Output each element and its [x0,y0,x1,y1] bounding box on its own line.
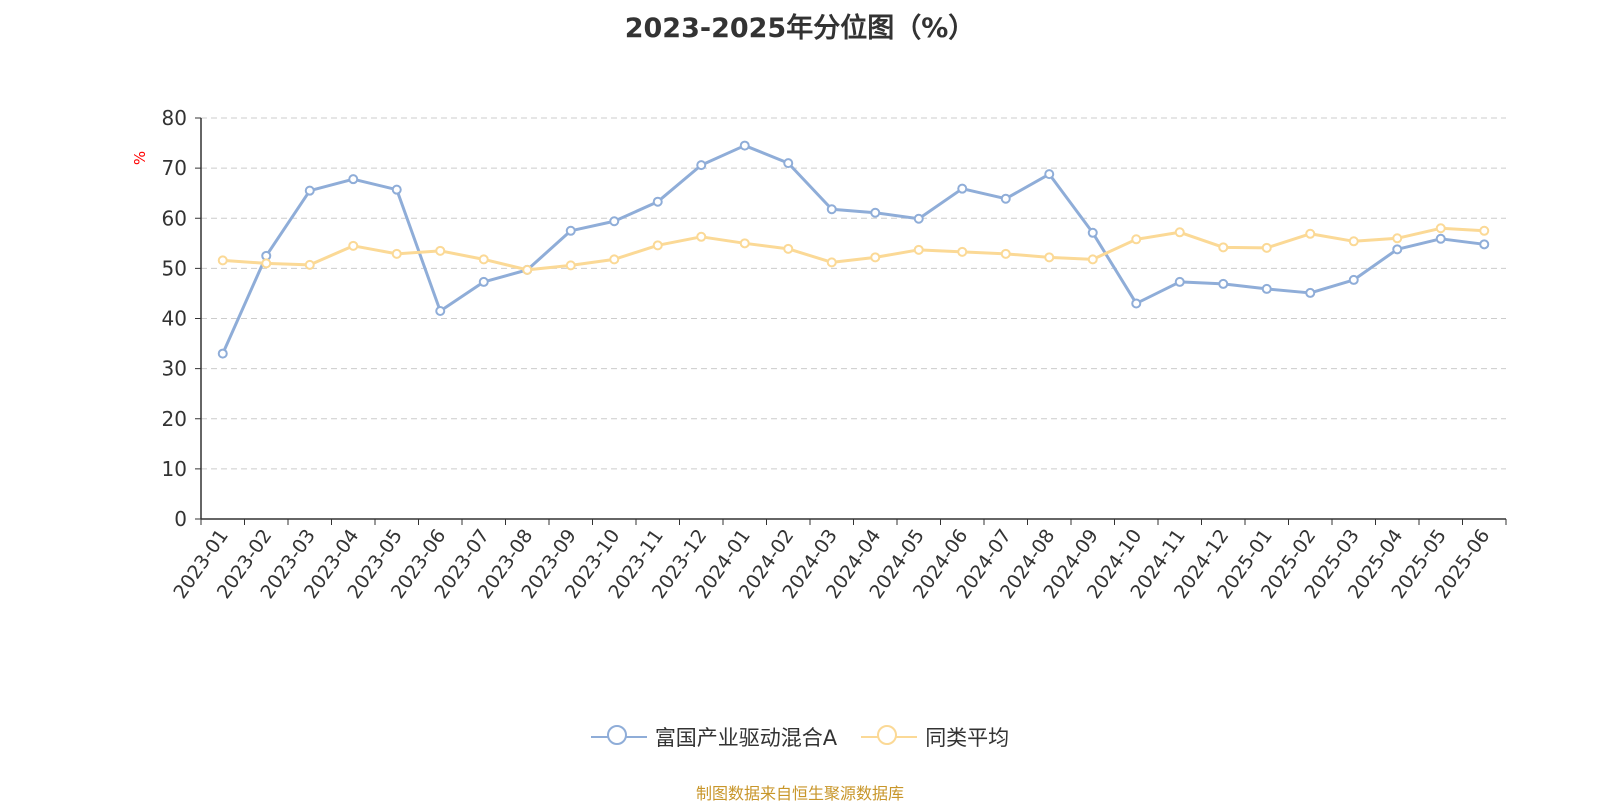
legend-series-1-label: 富国产业驱动混合A [654,726,838,750]
legend-series-1-marker-icon [590,724,647,750]
series-1-point [609,216,620,227]
series-2-point [435,245,446,256]
series-1-point [478,276,489,287]
series-2-point [870,252,881,263]
series-2-point [609,254,620,265]
series-2-point [1392,233,1403,244]
grid-lines [201,117,1506,470]
series-1-point [1087,227,1098,238]
series-1-point [217,348,228,359]
series-1-point [1392,244,1403,255]
chart-title: 2023-2025年分位图（%） [624,13,976,44]
series-2-point [1218,242,1229,253]
series-2-point [696,231,707,242]
y-tick-label: 30 [162,357,187,381]
series-2-point [1087,254,1098,265]
series-1-point [1174,276,1185,287]
legend-item-series-2[interactable]: 同类平均 [861,722,1009,752]
y-tick-label: 50 [162,256,187,280]
series-2-point [1000,248,1011,259]
series-1-point [1218,278,1229,289]
series-2-point [1479,225,1490,236]
series-1-point [957,183,968,194]
series-2-point [1174,227,1185,238]
series-1-point [652,196,663,207]
legend-series-2-label: 同类平均 [925,726,1010,750]
series-1-point [348,174,359,185]
series-2-point [957,246,968,257]
legend-series-2-marker-icon [861,724,918,750]
series-2-point [826,257,837,268]
y-tick-label: 60 [162,206,187,230]
series-1-point [304,185,315,196]
series-1-point [1435,233,1446,244]
y-tick-label: 20 [162,407,187,431]
legend-item-series-1[interactable]: 富国产业驱动混合A [590,722,838,752]
series-2-point [1348,236,1359,247]
series-2-point [783,243,794,254]
series-1-point [435,305,446,316]
series-1-point [1348,274,1359,285]
series-2-point [217,255,228,266]
series-1-point [1261,283,1272,294]
series-1-point [783,158,794,169]
y-tick-label: 40 [162,307,187,331]
series-2-point [1044,252,1055,263]
series-1-point [913,213,924,224]
series-2-point [478,254,489,265]
legend: 富国产业驱动混合A 同类平均 [0,722,1600,752]
series-2-point [652,240,663,251]
series-2-point [261,258,272,269]
series-2-point [1435,223,1446,234]
series-2-point [1261,242,1272,253]
y-tick-label: 70 [162,156,187,180]
series-1-point [1044,169,1055,180]
data-source-note: 制图数据来自恒生聚源数据库 [695,784,904,803]
series-2-point [1131,234,1142,245]
series-1-point [565,225,576,236]
series-2-point [739,238,750,249]
series-1-point [870,207,881,218]
series-2-point [348,240,359,251]
series-1-point [391,184,402,195]
y-axis-unit-label: % [131,151,149,165]
series-1-point [696,160,707,171]
series-1-point [1000,193,1011,204]
series-2-point [522,264,533,275]
y-tick-label: 10 [162,457,187,481]
series-2-point [913,244,924,255]
series-1-point [1131,298,1142,309]
series-2-point [565,260,576,271]
series-2-point [1305,228,1316,239]
series-2-point [304,259,315,270]
series-1-point [1479,239,1490,250]
series-1-line [221,144,1485,355]
series-1-point [739,140,750,151]
series-1-point [826,204,837,215]
series-layer [217,140,1490,359]
y-axis-ticks: 0 10 20 30 40 50 60 70 80 [162,106,201,531]
y-tick-label: 80 [162,106,187,130]
series-2-line [222,226,1485,272]
series-2-point [391,248,402,259]
x-axis-ticks: 2023-012023-022023-032023-042023-052023-… [169,519,1507,603]
quantile-line-chart: 0 10 20 30 40 50 60 70 80 2023-012023-022023-032… [131,106,1507,603]
series-1-point [1305,287,1316,298]
y-tick-label: 0 [174,507,187,531]
